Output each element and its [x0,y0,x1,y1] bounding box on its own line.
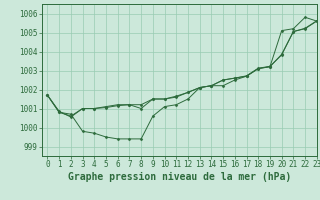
X-axis label: Graphe pression niveau de la mer (hPa): Graphe pression niveau de la mer (hPa) [68,172,291,182]
